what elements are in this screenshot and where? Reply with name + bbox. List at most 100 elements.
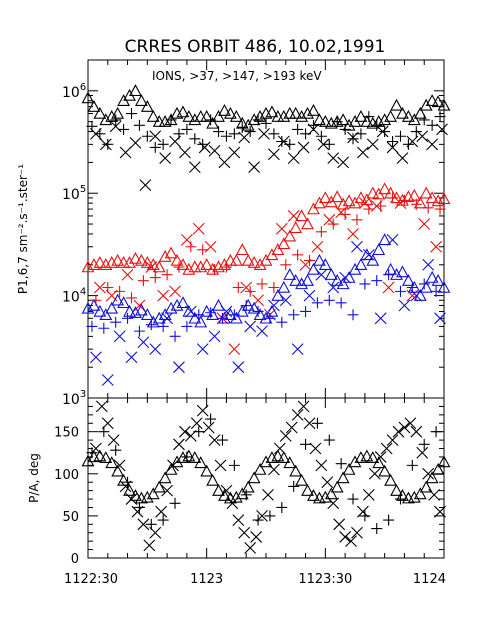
flux-data-point [140, 100, 154, 112]
pitch-angle-data-point [164, 462, 178, 475]
flux-data-point [337, 156, 350, 169]
pitch-angle-data-point [339, 531, 351, 543]
flux-data-point [413, 106, 427, 119]
flux-data-point [318, 114, 332, 127]
energy-annotation: IONS, >37, >147, >193 keV [152, 69, 322, 83]
flux-data-point [122, 312, 134, 324]
flux-data-point [264, 312, 276, 324]
pitch-angle-data-point [161, 484, 173, 497]
flux-data-point [279, 294, 292, 307]
flux-data-point [110, 114, 122, 126]
pitch-angle-data-point [123, 483, 136, 496]
flux-data-point [176, 296, 190, 309]
flux-data-point [149, 272, 161, 284]
flux-data-point [185, 241, 197, 253]
flux-data-point [200, 258, 214, 271]
flux-data-point [312, 253, 326, 266]
flux-data-point [324, 268, 338, 280]
flux-data-point [161, 312, 173, 325]
flux-data-point [93, 281, 106, 294]
flux-data-point [206, 308, 220, 320]
pitch-angle-data-point [262, 488, 274, 501]
flux-data-point [196, 343, 209, 356]
flux-tick-label: 106 [62, 82, 86, 101]
flux-data-point [339, 123, 351, 135]
flux-data-point [437, 98, 451, 111]
flux-data-point [109, 120, 122, 133]
flux-data-point [284, 138, 296, 150]
flux-y-ticks: 103 104 105 106 [62, 59, 444, 408]
flux-data-point [113, 330, 126, 343]
flux-data-point [335, 206, 348, 219]
flux-data-point [119, 146, 132, 159]
flux-data-point [315, 268, 328, 281]
flux-data-point [359, 278, 371, 290]
pitch-angle-data-point [383, 514, 395, 526]
flux-data-point [418, 218, 431, 230]
pitch-angle-data-point [347, 493, 359, 505]
flux-data-point [188, 113, 202, 126]
pitch-angle-data-point [348, 455, 362, 468]
flux-data-point [176, 258, 190, 271]
flux-data-point [366, 186, 380, 199]
flux-data-point [288, 309, 300, 321]
time-x-ticks: 1122:30 1123 1123:30 1124 [64, 60, 446, 587]
flux-data-point [386, 141, 399, 154]
flux-data-point [129, 306, 142, 318]
flux-data-point [105, 301, 119, 314]
flux-data-point [426, 138, 439, 151]
flux-data-point [149, 130, 162, 143]
flux-data-point [182, 262, 196, 275]
flux-data-point [152, 311, 166, 324]
flux-data-point [390, 98, 403, 111]
flux-data-point [253, 258, 267, 271]
flux-data-point [181, 234, 193, 246]
time-tick-label: 1122:30 [64, 572, 118, 587]
flux-data-point [86, 320, 98, 332]
pitch-angle-data-point [289, 464, 303, 477]
flux-data-point [240, 300, 252, 312]
pitch-angle-data-point [323, 434, 335, 446]
flux-data-point [220, 130, 232, 142]
flux-data-point [145, 319, 157, 331]
pitch-angle-tick-label: 50 [62, 510, 79, 525]
flux-data-point [218, 258, 231, 271]
flux-data-point [157, 138, 169, 150]
flux-data-point [307, 104, 320, 116]
pitch-angle-data-point [315, 459, 328, 472]
pitch-angle-data-point [392, 425, 405, 438]
flux-data-point [149, 141, 161, 153]
flux-data-point [93, 304, 107, 317]
flux-data-point [331, 116, 343, 128]
flux-data-point [366, 253, 380, 266]
flux-data-point [317, 138, 330, 151]
flux-data-point [383, 269, 395, 281]
pitch-angle-tick-label: 0 [71, 552, 79, 567]
flux-data-point [323, 213, 336, 226]
flux-data-point [158, 308, 172, 320]
pitch-angle-data-point [101, 417, 114, 430]
flux-data-point [111, 293, 125, 306]
flux-data-point [347, 131, 359, 144]
flux-data-point [265, 105, 279, 118]
flux-data-point [431, 95, 445, 108]
flux-data-point [434, 203, 446, 215]
pitch-angle-data-point [362, 488, 375, 501]
chart-title: CRRES ORBIT 486, 10.02,1991 [125, 37, 386, 57]
flux-data-point [169, 285, 181, 298]
flux-axis-label: P1,6,7 sm⁻².s⁻¹.ster⁻¹ [16, 164, 30, 294]
flux-data-point [228, 343, 241, 356]
flux-data-point [307, 202, 320, 215]
flux-data-point [283, 268, 297, 280]
pitch-angle-data-point [380, 442, 393, 455]
pitch-angle-data-point [241, 480, 255, 493]
flux-data-point [253, 308, 267, 320]
flux-data-point [232, 282, 244, 293]
flux-data-point [184, 305, 197, 318]
flux-data-point [394, 197, 407, 210]
flux-data-points [81, 84, 451, 386]
pitch-angle-data-point [247, 471, 261, 484]
flux-data-point [228, 309, 240, 321]
pitch-angle-data-point [386, 434, 399, 446]
